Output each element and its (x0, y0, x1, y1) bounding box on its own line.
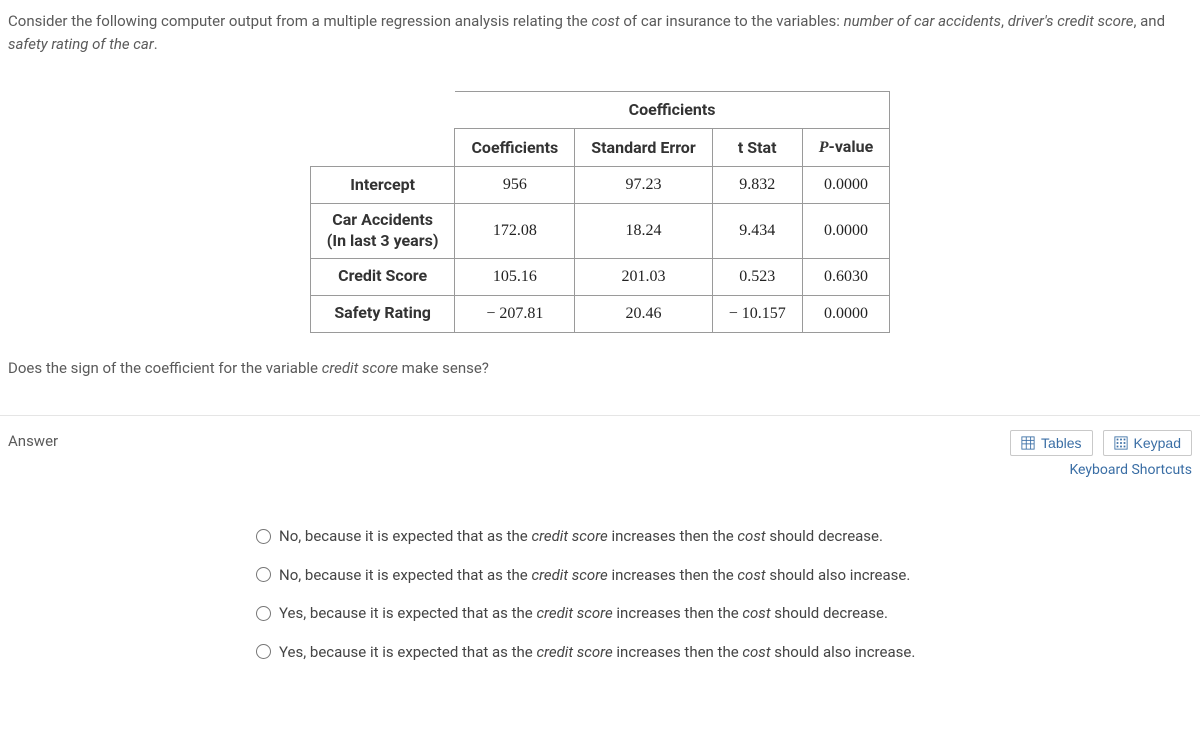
option-1[interactable]: No, because it is expected that as the c… (256, 525, 1192, 548)
option-text: No, because it is expected that as the c… (279, 564, 910, 587)
cell: 172.08 (455, 204, 575, 259)
coefficients-table-wrap: Coefficients Coefficients Standard Error… (0, 91, 1200, 333)
tables-icon (1021, 436, 1035, 450)
cell: 0.6030 (802, 258, 889, 295)
table-title: Coefficients (455, 92, 890, 129)
iv2: driver's credit score (1008, 12, 1134, 30)
text: , (1001, 12, 1008, 30)
cell: 105.16 (455, 258, 575, 295)
cell: 18.24 (575, 204, 712, 259)
cell: 0.0000 (802, 204, 889, 259)
col-coefficients: Coefficients (455, 129, 575, 167)
text: , and (1133, 12, 1165, 30)
keypad-button[interactable]: Keypad (1103, 430, 1192, 456)
dv: cost (591, 12, 619, 30)
row-label-safety-rating: Safety Rating (310, 295, 455, 332)
cell: 9.832 (712, 167, 802, 204)
cell: − 10.157 (712, 295, 802, 332)
cell: 956 (455, 167, 575, 204)
question-prompt: Consider the following computer output f… (0, 0, 1200, 55)
cell: 0.0000 (802, 295, 889, 332)
var: credit score (322, 359, 398, 377)
option-2[interactable]: No, because it is expected that as the c… (256, 564, 1192, 587)
text: of car insurance to the variables: (620, 12, 844, 30)
answer-heading: Answer (8, 430, 58, 453)
option-text: Yes, because it is expected that as the … (279, 641, 915, 664)
button-label: Keypad (1134, 435, 1181, 451)
text: . (154, 35, 158, 53)
table-row: Safety Rating − 207.81 20.46 − 10.157 0.… (310, 295, 889, 332)
row-label-car-accidents: Car Accidents (In last 3 years) (310, 204, 455, 259)
keyboard-shortcuts-link[interactable]: Keyboard Shortcuts (1069, 460, 1192, 481)
coefficients-table: Coefficients Coefficients Standard Error… (310, 91, 890, 333)
cell: 9.434 (712, 204, 802, 259)
option-3-radio[interactable] (256, 606, 271, 621)
col-t-stat: t Stat (712, 129, 802, 167)
cell: 201.03 (575, 258, 712, 295)
table-row: Credit Score 105.16 201.03 0.523 0.6030 (310, 258, 889, 295)
col-standard-error: Standard Error (575, 129, 712, 167)
row-label-intercept: Intercept (310, 167, 455, 204)
iv3: safety rating of the car (8, 35, 154, 53)
cell: 20.46 (575, 295, 712, 332)
option-2-radio[interactable] (256, 567, 271, 582)
tables-button[interactable]: Tables (1010, 430, 1092, 456)
col-p-value: P-value (802, 129, 889, 167)
text: Does the sign of the coefficient for the… (8, 359, 322, 377)
empty-cell (310, 129, 455, 167)
option-4[interactable]: Yes, because it is expected that as the … (256, 641, 1192, 664)
cell: 97.23 (575, 167, 712, 204)
sub-question: Does the sign of the coefficient for the… (0, 357, 1200, 408)
cell: 0.523 (712, 258, 802, 295)
cell: 0.0000 (802, 167, 889, 204)
text: make sense? (398, 359, 489, 377)
option-text: Yes, because it is expected that as the … (279, 602, 888, 625)
answer-options: No, because it is expected that as the c… (0, 481, 1200, 663)
empty-cell (310, 92, 455, 129)
iv1: number of car accidents (844, 12, 1001, 30)
table-row: Car Accidents (In last 3 years) 172.08 1… (310, 204, 889, 259)
cell: − 207.81 (455, 295, 575, 332)
row-label-credit-score: Credit Score (310, 258, 455, 295)
text: Consider the following computer output f… (8, 12, 591, 30)
option-1-radio[interactable] (256, 529, 271, 544)
button-label: Tables (1041, 435, 1081, 451)
table-row: Intercept 956 97.23 9.832 0.0000 (310, 167, 889, 204)
option-3[interactable]: Yes, because it is expected that as the … (256, 602, 1192, 625)
keypad-icon (1114, 436, 1128, 450)
option-text: No, because it is expected that as the c… (279, 525, 883, 548)
option-4-radio[interactable] (256, 644, 271, 659)
